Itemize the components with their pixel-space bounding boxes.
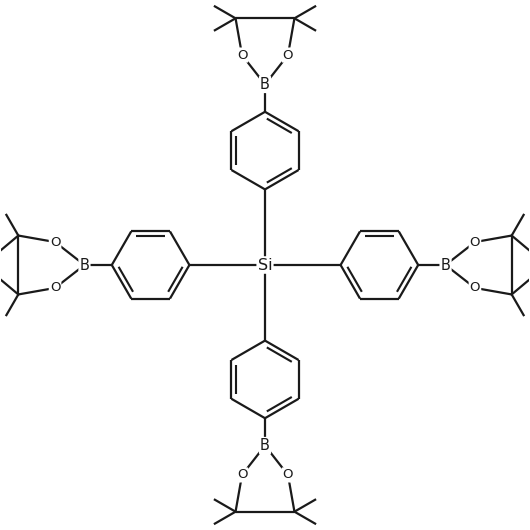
Text: O: O bbox=[237, 469, 248, 481]
Text: O: O bbox=[470, 281, 480, 295]
Text: O: O bbox=[50, 235, 60, 249]
Text: O: O bbox=[282, 49, 293, 61]
Text: B: B bbox=[440, 258, 450, 272]
Text: O: O bbox=[237, 49, 248, 61]
Text: Si: Si bbox=[258, 258, 272, 272]
Text: O: O bbox=[50, 281, 60, 295]
Text: B: B bbox=[80, 258, 90, 272]
Text: O: O bbox=[470, 235, 480, 249]
Text: B: B bbox=[260, 438, 270, 453]
Text: O: O bbox=[282, 469, 293, 481]
Text: B: B bbox=[260, 77, 270, 92]
